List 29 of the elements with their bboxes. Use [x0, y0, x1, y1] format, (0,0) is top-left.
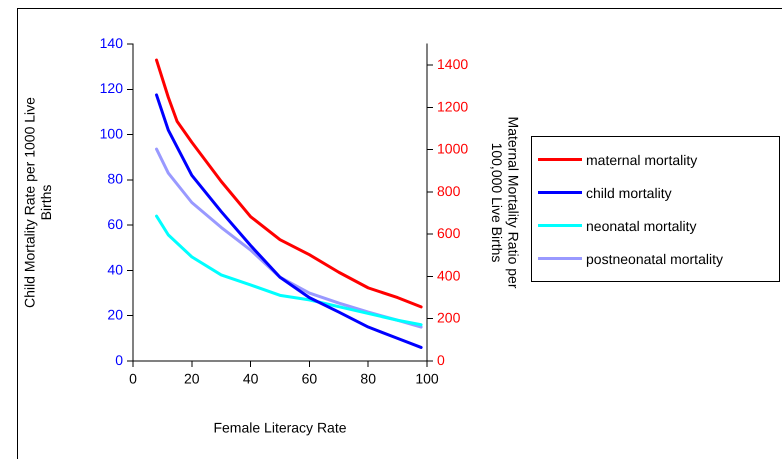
y-axis-title: Child Mortality Rate per 1000 Live Births: [21, 96, 54, 308]
x-tick-label: 0: [129, 370, 138, 386]
y2-tick-label: 1000: [437, 140, 468, 157]
legend-label: maternal mortality: [586, 152, 698, 168]
y-tick-label: 60: [107, 216, 124, 232]
x-tick-label: 40: [242, 370, 259, 386]
x-tick-label: 20: [184, 370, 200, 386]
legend-label: postneonatal mortality: [586, 250, 723, 266]
legend-label: child mortality: [586, 184, 672, 200]
y-tick-label: 20: [107, 306, 124, 323]
y-tick-label: 140: [100, 34, 124, 51]
y-tick-label: 100: [100, 125, 124, 142]
x-tick-label: 60: [302, 370, 318, 386]
y2-tick-label: 1200: [437, 98, 468, 114]
y2-tick-label: 400: [437, 267, 461, 284]
y2-tick-label: 600: [437, 225, 461, 242]
x-axis-title: Female Literacy Rate: [213, 419, 347, 436]
x-tick-label: 80: [360, 370, 376, 386]
y2-tick-label: 800: [437, 182, 461, 199]
y-tick-label: 0: [115, 352, 124, 368]
x-tick-label: 100: [415, 370, 439, 386]
y2-tick-label: 1400: [437, 56, 468, 72]
y-tick-label: 80: [107, 170, 124, 187]
y2-axis-title: Maternal Mortality Ratio per 100,000 Live Births: [488, 116, 522, 289]
y2-tick-label: 0: [437, 352, 445, 368]
y-tick-label: 40: [107, 261, 124, 278]
y-tick-label: 120: [100, 80, 124, 96]
legend-label: neonatal mortality: [586, 218, 697, 234]
y2-tick-label: 200: [437, 310, 461, 326]
